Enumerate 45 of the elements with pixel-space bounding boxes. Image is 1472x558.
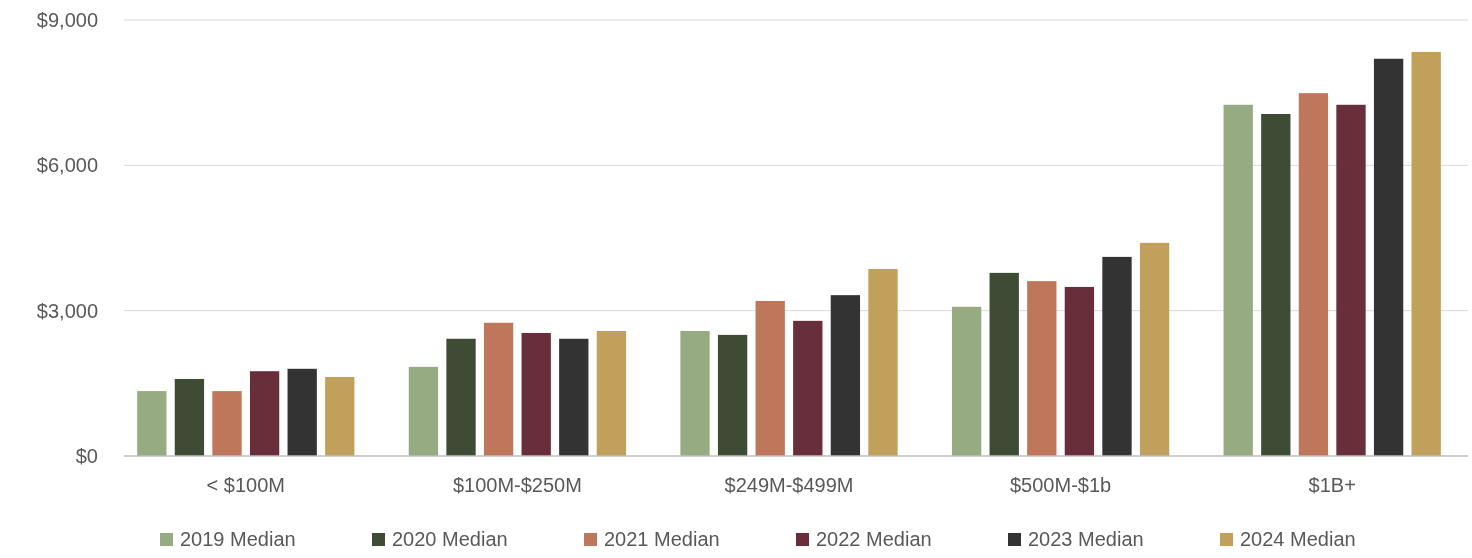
bar bbox=[559, 338, 589, 456]
bar bbox=[596, 331, 627, 456]
legend-label: 2022 Median bbox=[816, 528, 932, 550]
bar bbox=[249, 371, 280, 456]
bar bbox=[174, 378, 205, 456]
bar bbox=[1336, 104, 1366, 456]
x-tick-label: $249M-$499M bbox=[724, 474, 854, 496]
bar bbox=[137, 391, 167, 456]
legend-label: 2019 Median bbox=[180, 528, 296, 550]
bar bbox=[521, 332, 551, 456]
bar bbox=[1064, 286, 1095, 456]
bar bbox=[287, 368, 317, 456]
bar bbox=[446, 338, 476, 456]
y-tick-label: $3,000 bbox=[36, 299, 98, 322]
bar bbox=[1102, 256, 1132, 456]
x-tick-label: $500M-$1b bbox=[1010, 474, 1112, 496]
legend-label: 2021 Median bbox=[604, 528, 720, 550]
bar bbox=[717, 334, 748, 456]
y-tick-label: $6,000 bbox=[36, 154, 98, 177]
bar bbox=[408, 366, 439, 456]
bar bbox=[1223, 104, 1253, 456]
legend-label: 2020 Median bbox=[392, 528, 508, 550]
bar bbox=[793, 320, 823, 456]
bar bbox=[1139, 242, 1170, 456]
legend-label: 2023 Median bbox=[1028, 528, 1144, 550]
y-tick-label: $9,000 bbox=[36, 9, 98, 31]
x-tick-label: < $100M bbox=[206, 474, 285, 496]
y-tick-label: $0 bbox=[75, 445, 98, 467]
legend-label: 2024 Median bbox=[1240, 528, 1356, 550]
x-tick-label: $1B+ bbox=[1308, 474, 1356, 496]
bar bbox=[1027, 281, 1057, 456]
bar bbox=[325, 377, 355, 456]
bar bbox=[1411, 51, 1441, 456]
bar bbox=[755, 300, 785, 456]
bar bbox=[1261, 113, 1291, 456]
bar bbox=[1373, 58, 1404, 456]
bar bbox=[868, 269, 898, 456]
bar bbox=[989, 272, 1019, 456]
bar bbox=[483, 322, 514, 456]
bar bbox=[212, 391, 242, 456]
bar bbox=[830, 295, 861, 456]
bar bbox=[680, 331, 710, 456]
x-tick-label: $100M-$250M bbox=[452, 474, 582, 496]
bar bbox=[1298, 93, 1329, 456]
bar bbox=[951, 306, 982, 456]
